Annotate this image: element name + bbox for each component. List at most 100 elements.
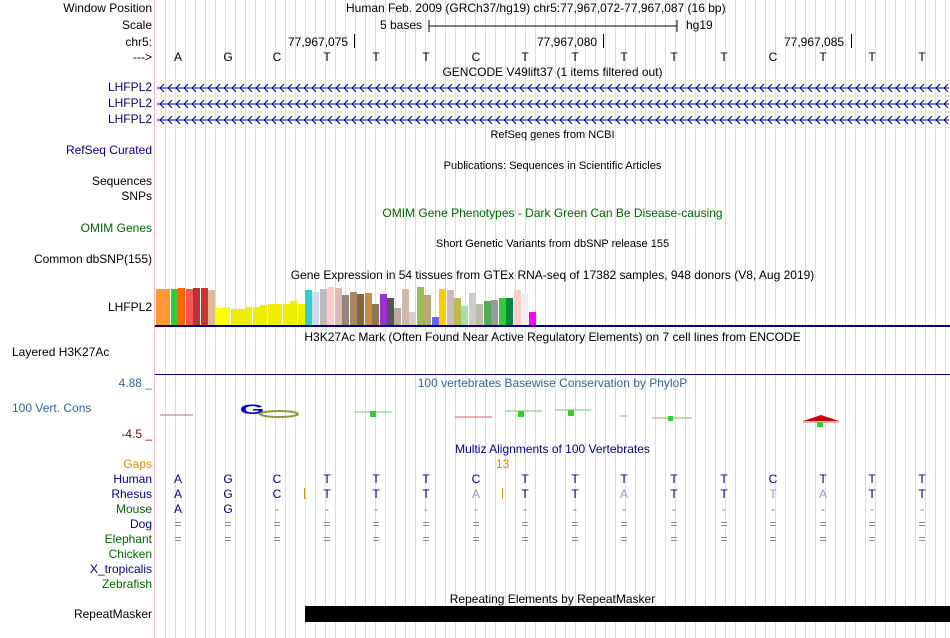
gtex-tissue-bar[interactable] [252,307,260,325]
alignment-base: - [275,502,279,516]
gtex-tissue-bar[interactable] [513,290,521,325]
gtex-tissue-bar[interactable] [312,292,320,325]
gencode-gene-label[interactable]: LHFPL2 [107,96,152,110]
h3k27ac-label[interactable]: Layered H3K27Ac [12,345,110,359]
gtex-tissue-bar[interactable] [223,307,231,325]
gtex-tissue-bar[interactable] [491,300,499,325]
gtex-tissue-bar[interactable] [349,292,357,325]
multiz-title: Multiz Alignments of 100 Vertebrates [455,442,650,456]
gencode-gene-label[interactable]: LHFPL2 [107,80,152,94]
gencode-transcript[interactable] [157,98,949,110]
gtex-tissue-bar[interactable] [394,308,402,325]
gtex-tissue-bar[interactable] [431,317,439,325]
gtex-tissue-bar[interactable] [305,290,312,325]
omim-label[interactable]: OMIM Genes [80,221,152,235]
phylop-max-label: 4.88 _ [118,376,152,390]
species-label-xtropicalis[interactable]: X_tropicalis [89,562,152,576]
gtex-tissue-bar[interactable] [342,295,350,325]
gtex-tissue-bar[interactable] [506,298,514,325]
dbsnp-label[interactable]: Common dbSNP(155) [33,252,152,266]
gtex-tissue-bar[interactable] [208,290,216,325]
species-label-rhesus[interactable]: Rhesus [111,487,152,501]
alignment-base: T [571,472,579,486]
gtex-tissue-bar[interactable] [245,307,253,325]
alignment-base: = [273,532,281,546]
repeatmasker-label[interactable]: RepeatMasker [73,607,152,621]
gtex-tissue-bar[interactable] [275,304,283,325]
gaps-label: Gaps [123,457,152,471]
gencode-transcript[interactable] [157,82,949,94]
gtex-tissue-bar[interactable] [178,288,186,325]
reference-base: T [868,50,876,64]
refseq-label[interactable]: RefSeq Curated [65,143,152,157]
species-label-zebrafish[interactable]: Zebrafish [101,577,152,591]
gtex-tissue-bar[interactable] [379,294,387,325]
gtex-tissue-bar[interactable] [461,306,469,325]
alignment-base: = [868,517,876,531]
gtex-tissue-bar[interactable] [193,288,201,325]
reference-base: G [223,50,233,64]
gtex-tissue-bar[interactable] [468,293,476,325]
gtex-tissue-bar[interactable] [156,289,163,325]
species-label-dog[interactable]: Dog [129,517,152,531]
gtex-tissue-bar[interactable] [267,304,275,325]
gtex-tissue-bar[interactable] [372,304,380,325]
gtex-tissue-bar[interactable] [424,295,432,325]
gencode-gene-label[interactable]: LHFPL2 [107,112,152,126]
gtex-tissue-bar[interactable] [185,289,193,325]
gtex-tissue-bar[interactable] [327,287,335,325]
guide-line [825,0,826,638]
gtex-tissue-bar[interactable] [476,304,484,325]
reference-base: T [323,50,331,64]
gtex-tissue-bar[interactable] [230,309,238,325]
gtex-tissue-bar[interactable] [439,289,447,325]
gtex-tissue-bar[interactable] [401,289,409,325]
guide-line [835,0,836,638]
coord-label: 77,967,080 [537,35,598,49]
gtex-tissue-bar[interactable] [409,312,417,325]
gtex-tissue-bar[interactable] [200,288,208,325]
species-label-chicken[interactable]: Chicken [108,547,152,561]
gtex-tissue-bar[interactable] [521,293,529,325]
gtex-tissue-bar[interactable] [319,289,327,325]
alignment-base: C [768,472,778,486]
gtex-tissue-bar[interactable] [357,294,365,325]
gtex-tissue-bar[interactable] [386,298,394,325]
gtex-tissue-bar[interactable] [498,298,506,325]
gtex-tissue-bar[interactable] [237,309,245,325]
species-label-mouse[interactable]: Mouse [115,502,152,516]
sequences-label[interactable]: Sequences [91,174,152,188]
alignment-base: = [372,532,380,546]
phylop-label[interactable]: 100 Vert. Cons [12,401,92,415]
coord-tick [354,34,355,48]
gtex-tissue-bar[interactable] [297,304,305,325]
gtex-bar-chart[interactable] [156,284,536,325]
gtex-label[interactable]: LHFPL2 [107,300,152,314]
snps-label[interactable]: SNPs [121,189,152,203]
gtex-tissue-bar[interactable] [446,290,454,325]
gtex-tissue-bar[interactable] [364,293,372,325]
alignment-base: = [273,517,281,531]
gtex-tissue-bar[interactable] [260,305,268,325]
gtex-tissue-bar[interactable] [528,312,536,325]
gtex-tissue-bar[interactable] [454,298,461,325]
gtex-tissue-bar[interactable] [334,288,342,325]
alignment-base: = [422,517,430,531]
gtex-tissue-bar[interactable] [282,304,290,325]
gtex-tissue-bar[interactable] [483,301,491,325]
repeatmasker-element[interactable] [305,606,950,622]
guide-line [715,0,716,638]
gtex-tissue-bar[interactable] [163,289,171,325]
phylop-logo[interactable]: G [155,400,950,430]
gtex-tissue-bar[interactable] [290,301,298,325]
alignment-base: T [521,472,529,486]
gtex-tissue-bar[interactable] [215,308,223,325]
guide-line [675,0,676,638]
species-label-elephant[interactable]: Elephant [104,532,152,546]
gtex-tissue-bar[interactable] [170,289,178,325]
guide-line [625,0,626,638]
alignment-base: = [521,517,529,531]
gencode-transcript[interactable] [157,114,949,126]
species-label-human[interactable]: Human [113,472,152,486]
gtex-tissue-bar[interactable] [416,287,424,325]
